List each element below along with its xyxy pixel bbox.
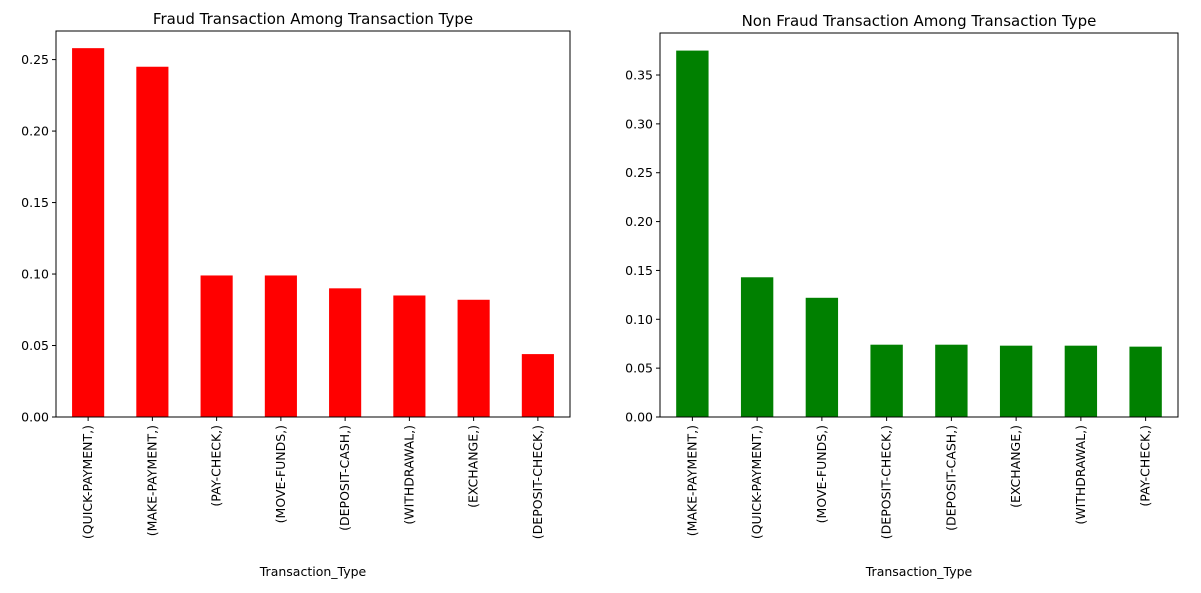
fraud-x-tick-label: (WITHDRAWAL,) bbox=[401, 425, 416, 525]
fraud-bar bbox=[521, 354, 554, 417]
non-fraud-x-tick-label: (WITHDRAWAL,) bbox=[1073, 425, 1088, 525]
fraud-bar bbox=[200, 275, 233, 417]
fraud-x-axis-label: Transaction_Type bbox=[259, 564, 367, 579]
non-fraud-bar bbox=[676, 50, 709, 417]
fraud-y-tick-label: 0.15 bbox=[21, 195, 49, 210]
non-fraud-bar bbox=[740, 277, 774, 417]
fraud-y-tick-label: 0.20 bbox=[21, 124, 49, 139]
non-fraud-bar bbox=[999, 345, 1033, 417]
fraud-chart: Fraud Transaction Among Transaction Type… bbox=[21, 10, 571, 579]
fraud-y-tick-label: 0.10 bbox=[21, 267, 49, 282]
non-fraud-x-tick-label: (PAY-CHECK,) bbox=[1138, 425, 1153, 507]
non-fraud-y-tick-label: 0.05 bbox=[625, 361, 653, 376]
non-fraud-chart: Non Fraud Transaction Among Transaction … bbox=[625, 12, 1179, 579]
non-fraud-y-tick-label: 0.10 bbox=[625, 312, 653, 327]
fraud-x-tick-label: (EXCHANGE,) bbox=[466, 425, 481, 508]
fraud-bar bbox=[393, 295, 426, 417]
non-fraud-bar bbox=[805, 297, 839, 417]
non-fraud-bar bbox=[1064, 345, 1098, 417]
non-fraud-x-tick-label: (MAKE-PAYMENT,) bbox=[684, 425, 699, 536]
fraud-bar bbox=[72, 48, 105, 418]
non-fraud-x-tick-label: (EXCHANGE,) bbox=[1008, 425, 1023, 508]
fraud-x-tick-label: (MAKE-PAYMENT,) bbox=[144, 425, 159, 536]
non-fraud-bar bbox=[870, 344, 903, 417]
non-fraud-bar bbox=[1129, 346, 1162, 417]
non-fraud-x-tick-label: (DEPOSIT-CHECK,) bbox=[879, 425, 894, 539]
fraud-y-tick-label: 0.05 bbox=[21, 338, 49, 353]
fraud-y-tick-label: 0.25 bbox=[21, 52, 49, 67]
fraud-x-tick-label: (PAY-CHECK,) bbox=[209, 425, 224, 507]
fraud-y-tick-label: 0.00 bbox=[21, 410, 49, 425]
non-fraud-x-tick-label: (DEPOSIT-CASH,) bbox=[943, 425, 958, 531]
non-fraud-y-tick-label: 0.30 bbox=[625, 116, 653, 131]
non-fraud-y-tick-label: 0.15 bbox=[625, 263, 653, 278]
non-fraud-x-axis-label: Transaction_Type bbox=[865, 564, 973, 579]
fraud-bar bbox=[264, 275, 297, 417]
fraud-bar bbox=[136, 66, 169, 418]
non-fraud-x-tick-label: (QUICK-PAYMENT,) bbox=[749, 425, 764, 539]
non-fraud-chart-title: Non Fraud Transaction Among Transaction … bbox=[742, 12, 1097, 30]
fraud-chart-title: Fraud Transaction Among Transaction Type bbox=[153, 10, 473, 28]
non-fraud-bar bbox=[935, 344, 968, 417]
non-fraud-y-tick-label: 0.35 bbox=[625, 68, 653, 83]
fraud-x-tick-label: (MOVE-FUNDS,) bbox=[273, 425, 288, 523]
fraud-bar bbox=[329, 288, 362, 417]
fraud-x-tick-label: (QUICK-PAYMENT,) bbox=[80, 425, 95, 539]
non-fraud-plot-frame bbox=[659, 32, 1179, 418]
fraud-x-tick-label: (DEPOSIT-CASH,) bbox=[337, 425, 352, 531]
fraud-x-tick-label: (DEPOSIT-CHECK,) bbox=[530, 425, 545, 539]
non-fraud-y-tick-label: 0.25 bbox=[625, 165, 653, 180]
fraud-plot-frame bbox=[55, 30, 571, 418]
non-fraud-x-tick-label: (MOVE-FUNDS,) bbox=[814, 425, 829, 523]
fraud-bar bbox=[457, 299, 490, 417]
non-fraud-y-tick-label: 0.00 bbox=[625, 410, 653, 425]
non-fraud-y-tick-label: 0.20 bbox=[625, 214, 653, 229]
